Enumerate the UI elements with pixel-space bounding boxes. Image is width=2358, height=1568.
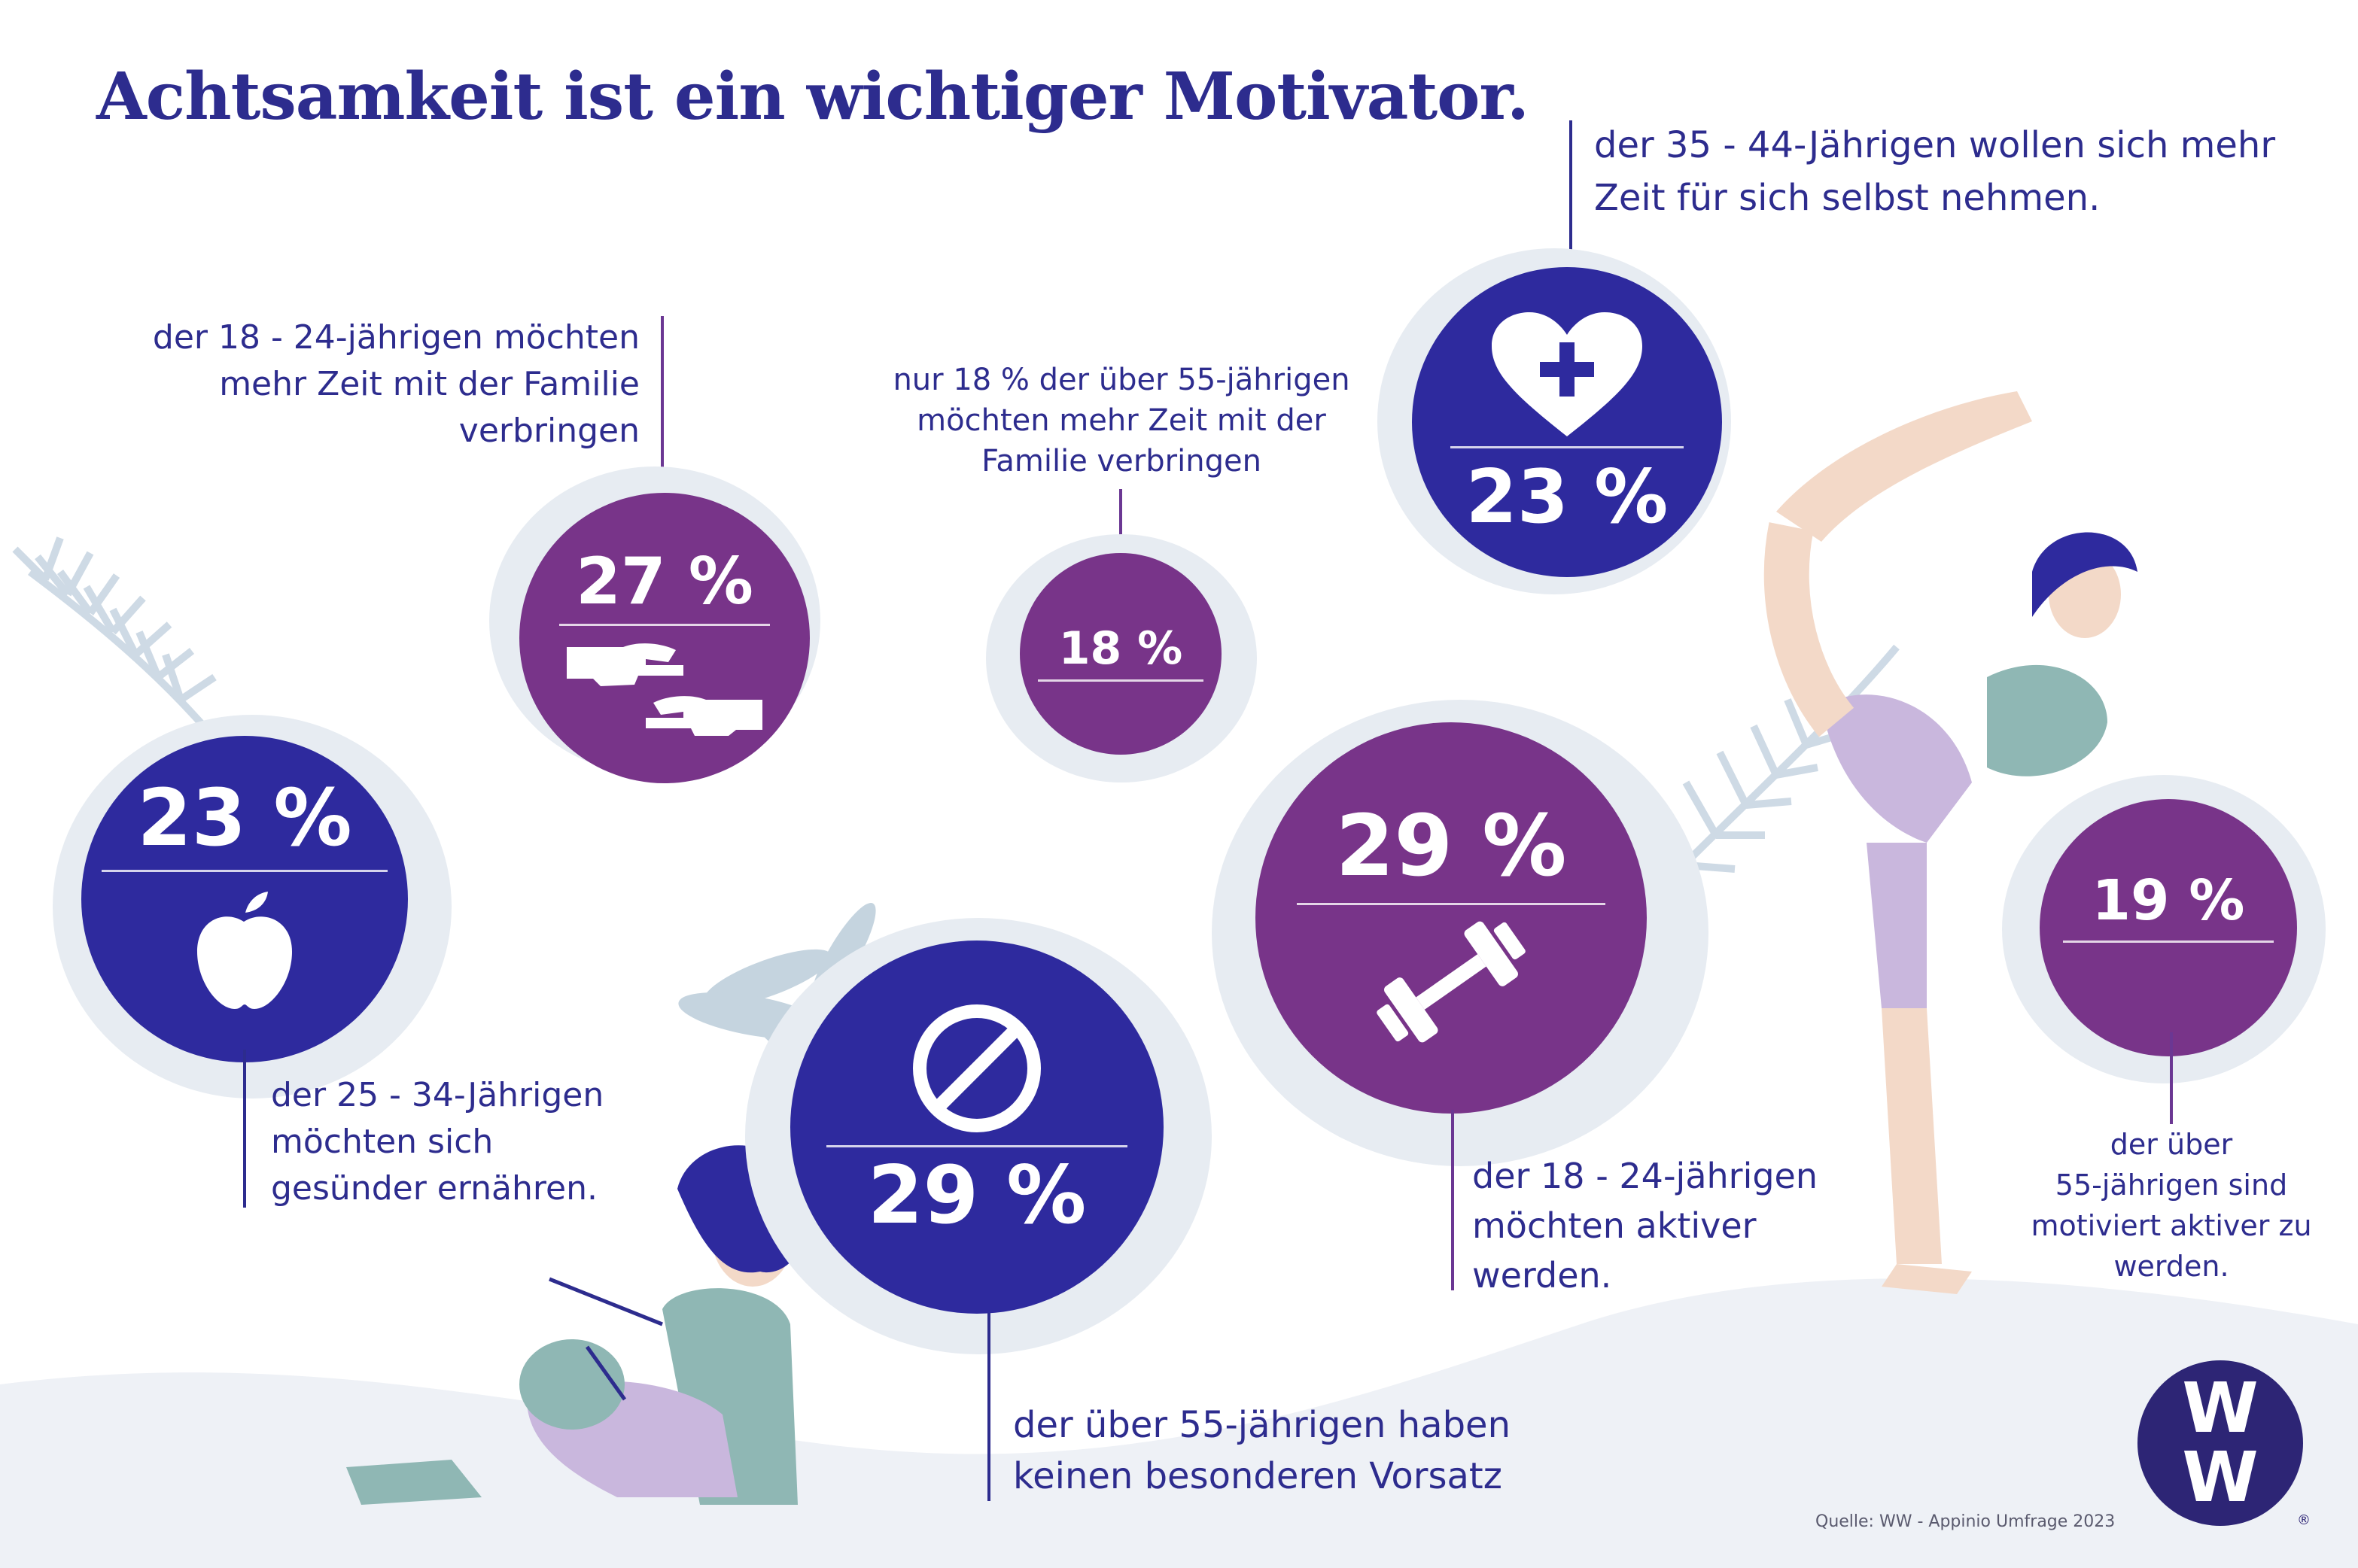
divider — [559, 624, 770, 626]
connector-line — [1119, 489, 1122, 557]
label-vorsatz-55: der über 55-jährigen haben keinen besond… — [1013, 1399, 1615, 1502]
yoga-woman-illustration — [1763, 391, 2137, 1294]
connector-line — [2170, 1032, 2173, 1124]
stat-value: 19 % — [2092, 868, 2245, 933]
divider — [1297, 903, 1605, 905]
label-aktiv-55: der über 55-jährigen sind motiviert akti… — [1987, 1124, 2356, 1287]
stat-value: 27 % — [576, 544, 753, 619]
label-line: werden. — [1472, 1255, 1612, 1296]
label-line: mehr Zeit mit der Familie — [219, 365, 640, 403]
label-line: der über — [2110, 1128, 2233, 1161]
stat-circle-familie-55: 18 % — [1020, 553, 1222, 755]
source-note: Quelle: WW - Appinio Umfrage 2023 — [1815, 1512, 2116, 1531]
divider — [102, 870, 388, 872]
stat-circle-selbst-35-44: 23 % — [1412, 267, 1722, 577]
apple-icon — [197, 892, 292, 1009]
stat-circle-aktiv-18-24: 29 % — [1255, 722, 1647, 1114]
ww-logo: W W — [2137, 1360, 2303, 1526]
stat-circle-vorsatz-55: 29 % — [790, 940, 1164, 1314]
connector-line — [987, 1313, 990, 1501]
page-title: Achtsamkeit ist ein wichtiger Motivator. — [96, 59, 1529, 135]
label-line: keinen besonderen Vorsatz — [1013, 1455, 1502, 1497]
stat-circle-familie-18-24: 27 % — [519, 493, 810, 783]
label-line: der 25 - 34-Jährigen — [271, 1076, 604, 1114]
label-line: der 18 - 24-jährigen möchten — [152, 318, 640, 357]
hands-icon — [567, 643, 762, 736]
label-line: werden. — [2113, 1250, 2229, 1283]
label-line: Familie verbringen — [981, 444, 1261, 479]
connector-line — [243, 1050, 246, 1208]
label-aktiv-18-24: der 18 - 24-jährigen möchten aktiver wer… — [1472, 1151, 1924, 1300]
background-hill — [0, 1278, 2358, 1568]
label-line: nur 18 % der über 55-jährigen — [893, 363, 1350, 397]
label-line: motiviert aktiver zu — [2031, 1209, 2312, 1242]
divider — [2063, 940, 2274, 943]
logo-letter: W — [2182, 1437, 2259, 1518]
label-line: der 35 - 44-Jährigen wollen sich mehr — [1594, 124, 2276, 166]
label-line: der über 55-jährigen haben — [1013, 1404, 1511, 1446]
stat-circle-aktiv-55: 19 % — [2040, 799, 2297, 1056]
label-line: Zeit für sich selbst nehmen. — [1594, 177, 2101, 219]
divider — [1450, 446, 1684, 448]
label-line: möchten aktiver — [1472, 1205, 1757, 1246]
stat-circle-ernaehren-25-34: 23 % — [81, 736, 408, 1062]
divider — [1038, 679, 1203, 682]
stat-value: 29 % — [867, 1149, 1087, 1241]
registered-mark: ® — [2297, 1512, 2311, 1528]
connector-line — [661, 316, 664, 497]
label-line: 55-jährigen sind — [2055, 1168, 2288, 1202]
label-familie-55: nur 18 % der über 55-jährigen möchten me… — [835, 360, 1407, 482]
label-line: gesünder ernähren. — [271, 1169, 598, 1208]
prohibited-icon — [913, 1004, 1041, 1132]
stat-value: 29 % — [1335, 798, 1567, 895]
label-line: der 18 - 24-jährigen — [1472, 1156, 1818, 1196]
stat-value: 23 % — [1465, 454, 1669, 540]
dumbbell-icon — [1377, 921, 1526, 1043]
palm-leaf-left — [12, 536, 229, 755]
connector-line — [1569, 120, 1572, 271]
label-line: möchten mehr Zeit mit der — [917, 403, 1326, 438]
logo-letter: W — [2182, 1368, 2259, 1448]
label-selbst-35-44: der 35 - 44-Jährigen wollen sich mehr Ze… — [1594, 119, 2347, 224]
label-ernaehren-25-34: der 25 - 34-Jährigen möchten sich gesünd… — [271, 1072, 723, 1212]
label-familie-18-24: der 18 - 24-jährigen möchten mehr Zeit m… — [113, 315, 640, 454]
stat-value: 23 % — [137, 772, 352, 864]
label-line: verbringen — [458, 412, 640, 450]
connector-line — [1451, 1110, 1454, 1290]
heart-plus-icon — [1492, 312, 1642, 436]
stat-value: 18 % — [1058, 622, 1183, 675]
label-line: möchten sich — [271, 1123, 494, 1161]
divider — [826, 1145, 1127, 1147]
